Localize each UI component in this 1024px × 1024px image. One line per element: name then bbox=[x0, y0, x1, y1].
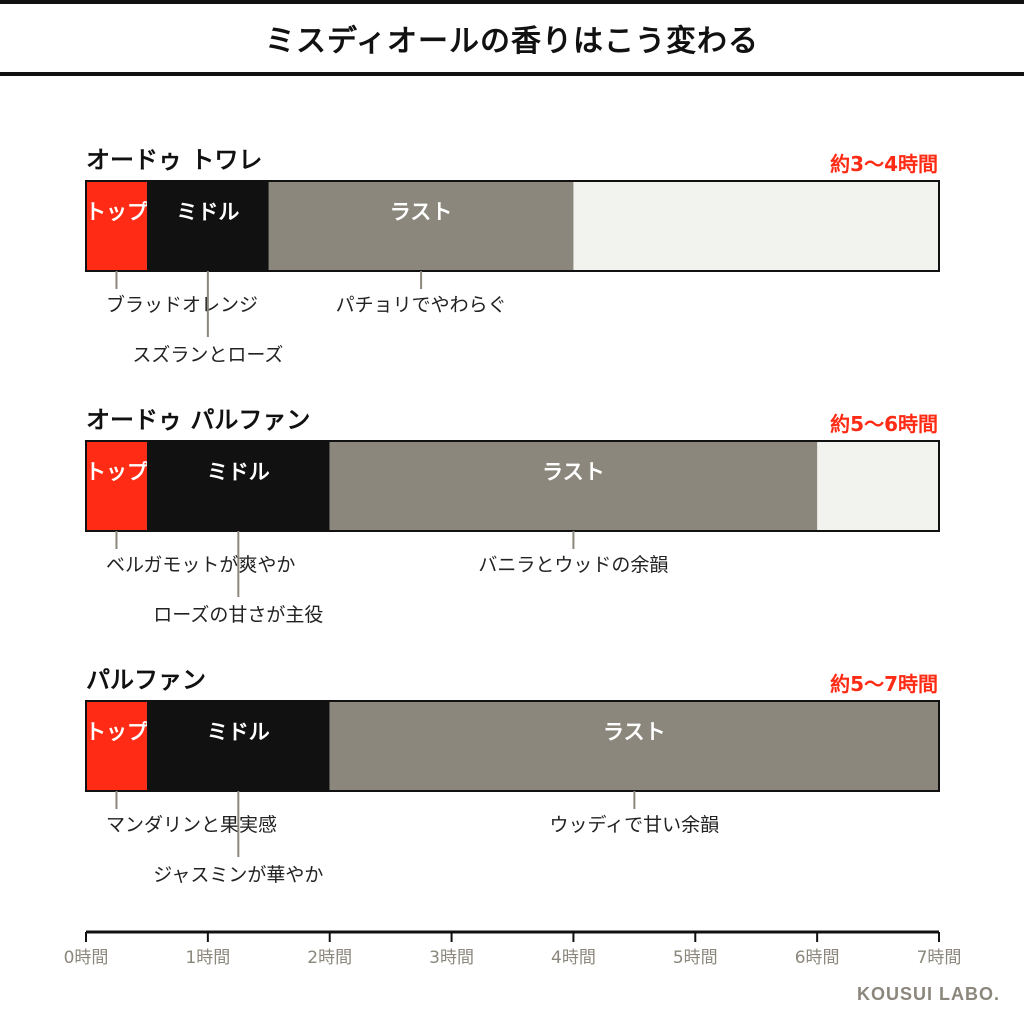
x-tick-label: 3時間 bbox=[429, 948, 474, 968]
x-tick-label: 1時間 bbox=[185, 948, 230, 968]
product-name-parfum: パルファン bbox=[86, 666, 206, 694]
note-label: ウッディで甘い余韻 bbox=[550, 814, 720, 836]
segment-label: トップ bbox=[85, 460, 149, 484]
x-tick-label: 7時間 bbox=[917, 948, 962, 968]
note-label: スズランとローズ bbox=[132, 344, 283, 366]
duration-edp: 約5〜6時間 bbox=[830, 412, 938, 436]
note-label: ブラッドオレンジ bbox=[106, 293, 258, 316]
product-name-edt: オードゥ トワレ bbox=[86, 146, 263, 174]
segment-label: ミドル bbox=[207, 720, 270, 744]
segment-top bbox=[86, 441, 147, 531]
segment-last bbox=[268, 181, 574, 271]
segment-last bbox=[329, 701, 939, 791]
segment-label: ミドル bbox=[176, 200, 239, 224]
segment-middle bbox=[146, 181, 269, 271]
note-label: ジャスミンが華やか bbox=[153, 864, 323, 886]
bar-border bbox=[85, 700, 940, 792]
segment-label: ミドル bbox=[207, 460, 270, 484]
bar-border bbox=[85, 440, 940, 532]
bar-border bbox=[85, 180, 940, 272]
title-band: ミスディオールの香りはこう変わる bbox=[0, 0, 1024, 76]
segment-label: ラスト bbox=[390, 200, 453, 224]
segment-label: トップ bbox=[85, 720, 149, 744]
segment-top bbox=[86, 181, 147, 271]
note-label: バニラとウッドの余韻 bbox=[478, 554, 668, 576]
duration-edt: 約3〜4時間 bbox=[830, 152, 938, 176]
product-name-edp: オードゥ パルファン bbox=[86, 406, 311, 434]
x-tick-label: 5時間 bbox=[673, 948, 718, 968]
segment-label: ラスト bbox=[603, 720, 666, 744]
note-label: ベルガモットが爽やか bbox=[106, 554, 295, 576]
page-title: ミスディオールの香りはこう変わる bbox=[265, 24, 759, 59]
segment-top bbox=[86, 701, 147, 791]
segment-middle bbox=[146, 441, 330, 531]
segment-last bbox=[329, 441, 818, 531]
duration-parfum: 約5〜7時間 bbox=[830, 672, 938, 696]
brand-logo: KOUSUI LABO. bbox=[856, 984, 1000, 1004]
note-label: パチョリでやわらぐ bbox=[336, 294, 507, 316]
x-tick-label: 4時間 bbox=[551, 948, 596, 968]
note-label: ローズの甘さが主役 bbox=[153, 604, 323, 626]
x-tick-label: 6時間 bbox=[795, 948, 840, 968]
x-tick-label: 0時間 bbox=[64, 948, 109, 968]
segment-label: トップ bbox=[85, 200, 149, 224]
segment-label: ラスト bbox=[542, 460, 605, 484]
segment-middle bbox=[146, 701, 330, 791]
note-label: マンダリンと果実感 bbox=[106, 814, 277, 836]
x-tick-label: 2時間 bbox=[307, 948, 352, 968]
